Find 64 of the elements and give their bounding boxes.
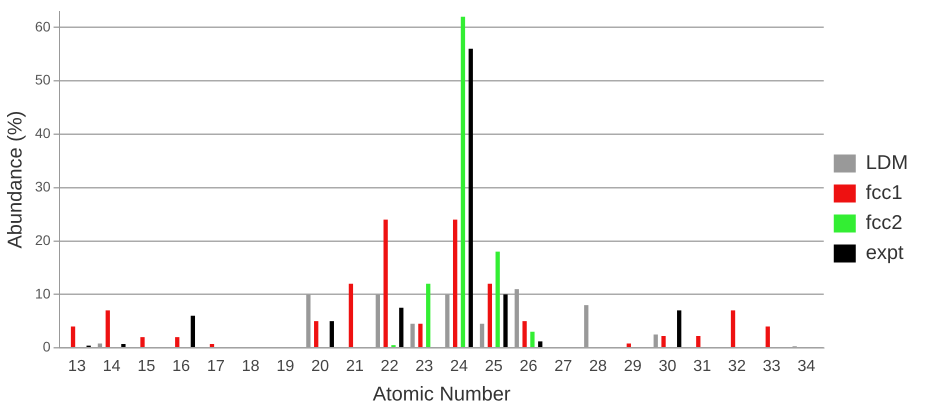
bar bbox=[418, 324, 423, 348]
x-tick-label: 15 bbox=[138, 358, 156, 375]
bar bbox=[348, 284, 354, 348]
x-tick-label: 23 bbox=[415, 358, 434, 375]
x-tick-label: 27 bbox=[554, 358, 572, 375]
bar bbox=[330, 321, 334, 348]
x-tick-label: 13 bbox=[68, 358, 86, 375]
x-tick-label: 30 bbox=[658, 358, 676, 375]
bar bbox=[384, 220, 388, 348]
x-tick-label: 32 bbox=[728, 358, 746, 375]
bar bbox=[190, 316, 196, 348]
bar bbox=[452, 220, 458, 348]
x-tick-label: 16 bbox=[172, 358, 190, 375]
y-tick-label: 20 bbox=[34, 232, 51, 248]
x-tick-label: 33 bbox=[762, 358, 781, 375]
bar bbox=[460, 16, 466, 348]
bar bbox=[210, 344, 214, 348]
x-tick-label: 22 bbox=[380, 358, 399, 375]
bar bbox=[538, 341, 542, 348]
legend-label: LDM bbox=[866, 152, 908, 174]
x-tick-label: 17 bbox=[206, 358, 225, 375]
x-tick-label: 29 bbox=[624, 358, 642, 375]
bar bbox=[468, 48, 473, 348]
x-axis-title: Atomic Number bbox=[372, 384, 511, 406]
x-tick-label: 18 bbox=[242, 358, 260, 375]
y-tick-label: 40 bbox=[34, 125, 51, 142]
y-tick-label: 30 bbox=[34, 178, 51, 194]
x-tick-label: 14 bbox=[102, 358, 121, 375]
bar bbox=[626, 344, 631, 348]
bar bbox=[426, 284, 430, 348]
bar bbox=[530, 332, 535, 348]
bar bbox=[70, 326, 76, 348]
bar bbox=[503, 294, 508, 348]
legend-label: fcc2 bbox=[866, 212, 902, 234]
bar bbox=[661, 336, 666, 348]
bar bbox=[766, 326, 770, 348]
bar bbox=[488, 284, 492, 348]
x-tick-label: 24 bbox=[450, 358, 468, 375]
bar bbox=[140, 337, 145, 348]
legend-label: fcc1 bbox=[866, 182, 902, 204]
x-tick-label: 31 bbox=[693, 358, 712, 375]
bar bbox=[121, 344, 126, 348]
bar bbox=[696, 336, 700, 348]
y-tick-label: 50 bbox=[34, 72, 51, 88]
x-tick-label: 28 bbox=[589, 358, 607, 375]
bar bbox=[314, 321, 318, 348]
x-tick-label: 25 bbox=[484, 358, 503, 375]
y-axis-title: Abundance (%) bbox=[4, 110, 27, 249]
x-tick-label: 19 bbox=[276, 358, 294, 375]
legend-label: expt bbox=[866, 242, 904, 264]
x-tick-label: 34 bbox=[798, 358, 816, 375]
bar bbox=[677, 310, 682, 348]
bar bbox=[106, 310, 110, 348]
y-tick-label: 60 bbox=[34, 18, 51, 34]
bar bbox=[399, 308, 404, 348]
x-tick-label: 20 bbox=[311, 358, 330, 375]
bar bbox=[496, 252, 500, 348]
bar bbox=[730, 310, 736, 348]
y-tick-label: 0 bbox=[42, 338, 51, 355]
x-tick-label: 21 bbox=[346, 358, 364, 375]
y-tick-label: 10 bbox=[34, 285, 51, 302]
x-tick-label: 26 bbox=[520, 358, 538, 375]
bar bbox=[522, 321, 527, 348]
bar bbox=[175, 337, 180, 348]
